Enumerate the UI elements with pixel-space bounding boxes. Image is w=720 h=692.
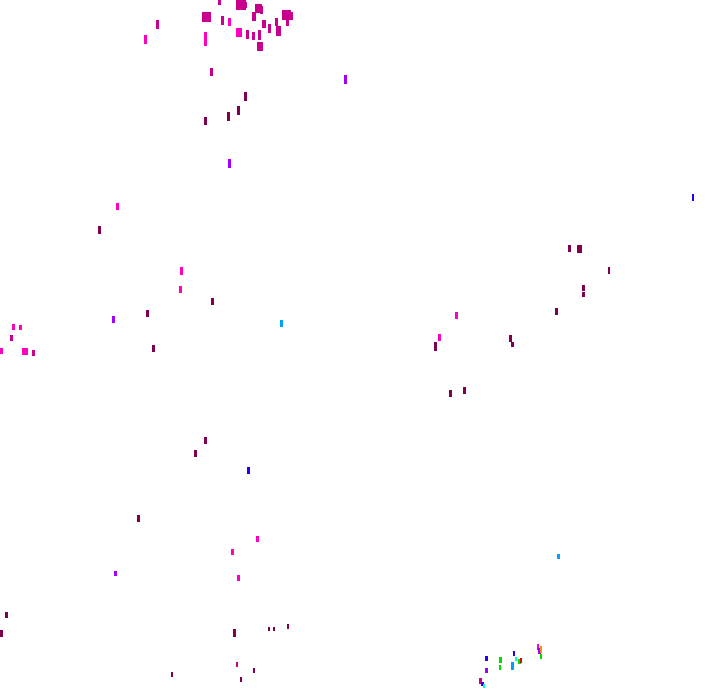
mark-maroon	[449, 390, 452, 397]
mark-green	[499, 657, 502, 663]
mark-green	[499, 665, 501, 670]
mark-maroon	[146, 310, 149, 317]
mark-magenta	[202, 12, 211, 22]
mark-maroon	[204, 117, 207, 125]
mark-pink	[179, 286, 182, 293]
mark-teal	[483, 684, 485, 688]
mark-pink	[180, 267, 183, 275]
mark-magenta	[221, 16, 224, 25]
mark-cyan	[557, 554, 560, 559]
mark-blue	[692, 194, 694, 201]
mark-magenta	[286, 18, 289, 26]
mark-magenta	[252, 12, 256, 21]
mark-pink	[204, 32, 207, 46]
mark-blue	[485, 656, 488, 661]
mark-magenta	[246, 30, 249, 39]
mark-maroon	[0, 630, 3, 637]
mark-maroon	[240, 677, 242, 682]
mark-pink	[116, 203, 119, 210]
mark-maroon	[511, 342, 514, 347]
mark-magenta	[255, 4, 262, 13]
mark-maroon	[268, 627, 270, 631]
mark-purple	[538, 648, 541, 654]
mark-magenta	[156, 20, 159, 29]
mark-maroon	[152, 345, 155, 352]
mark-maroon	[434, 342, 437, 351]
mark-magenta	[282, 10, 291, 20]
mark-maroon	[204, 437, 207, 444]
mark-pink	[19, 325, 22, 330]
mark-magenta	[257, 42, 263, 51]
mark-maroon	[273, 627, 275, 631]
mark-maroon	[582, 285, 585, 291]
mark-pink	[455, 312, 458, 319]
mark-magenta	[236, 662, 238, 667]
mark-maroon	[244, 92, 247, 101]
mark-magenta	[252, 32, 255, 40]
mark-magenta	[479, 678, 482, 684]
mark-pink	[237, 575, 240, 581]
mark-purple	[112, 316, 115, 323]
mark-purple	[228, 159, 231, 168]
mark-purple	[485, 668, 488, 673]
mark-maroon	[608, 267, 610, 274]
mark-magenta	[276, 26, 281, 36]
mark-maroon	[287, 624, 289, 629]
mark-pink	[256, 536, 259, 542]
mark-pink	[144, 35, 147, 44]
mark-magenta	[210, 68, 213, 76]
mark-pink	[228, 18, 231, 26]
mark-red	[520, 658, 522, 663]
mark-maroon	[568, 245, 571, 252]
mark-teal	[515, 657, 517, 661]
mark-maroon	[137, 515, 140, 522]
mark-maroon	[233, 629, 236, 637]
mark-magenta	[258, 30, 261, 40]
mark-magenta	[290, 12, 293, 20]
mark-magenta	[275, 18, 278, 26]
mark-maroon	[463, 387, 466, 394]
mark-green	[540, 654, 542, 659]
mark-blue	[247, 467, 250, 474]
mark-maroon	[211, 298, 214, 305]
mark-cyan	[280, 320, 283, 327]
mark-orange	[540, 646, 542, 653]
mark-maroon	[194, 450, 197, 457]
mark-pink	[438, 334, 441, 341]
mark-pink	[231, 549, 234, 555]
mark-cyan	[511, 662, 514, 670]
mark-purple	[114, 571, 117, 576]
mark-maroon	[5, 612, 8, 618]
mark-blue	[513, 651, 515, 656]
mark-maroon	[582, 292, 585, 297]
mark-maroon	[555, 308, 558, 315]
mark-maroon	[171, 672, 173, 677]
mark-maroon	[227, 112, 230, 121]
mark-maroon	[509, 335, 512, 342]
mark-maroon	[237, 106, 240, 115]
mark-magenta	[260, 6, 263, 14]
mark-magenta	[236, 0, 246, 10]
mark-magenta	[243, 2, 247, 8]
mark-magenta	[262, 20, 266, 28]
mark-maroon	[253, 668, 255, 673]
mark-pink	[22, 348, 28, 355]
mark-blue	[481, 682, 484, 686]
mark-maroon	[577, 245, 582, 253]
mark-pink	[12, 324, 15, 330]
mark-magenta	[268, 24, 271, 33]
mark-maroon	[98, 226, 101, 234]
mark-magenta	[218, 0, 221, 5]
mark-pink	[236, 28, 242, 37]
mark-pink	[537, 644, 539, 650]
mark-purple	[344, 75, 347, 84]
mark-magenta	[32, 350, 35, 356]
mark-green	[518, 659, 521, 664]
mark-magenta	[10, 335, 13, 341]
mark-pink	[0, 348, 3, 354]
